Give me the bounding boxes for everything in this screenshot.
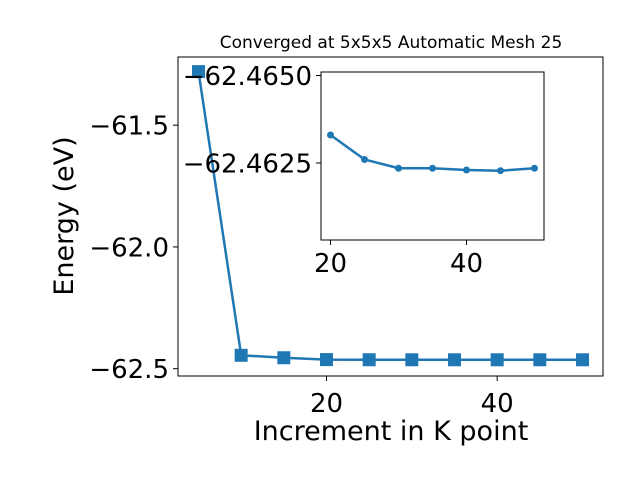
inset-data-point [462, 166, 470, 174]
inset-data-point [395, 164, 403, 172]
inset-y-tick-label: −62.4625 [183, 149, 312, 179]
inset-x-tick-label: 20 [314, 249, 347, 279]
main-data-point [234, 348, 248, 362]
main-data-point [490, 353, 504, 367]
inset-y-tick-label: −62.4650 [183, 62, 312, 92]
main-data-point [191, 65, 205, 79]
main-y-tick-label: −62.5 [89, 355, 169, 385]
main-data-point [362, 353, 376, 367]
inset-plot-axes: 20 40 −62.4650 −62.4625 [183, 62, 483, 279]
main-y-tick-label: −61.5 [89, 112, 169, 142]
chart-title: Converged at 5x5x5 Automatic Mesh 25 [220, 33, 563, 53]
main-plot-axes: 20 40 −61.5 −62.0 −62.5 [89, 112, 513, 419]
main-plot-marks [191, 65, 590, 367]
inset-data-point [361, 156, 369, 163]
inset-data-point [429, 164, 436, 172]
main-data-point [533, 353, 547, 367]
main-x-tick-label: 20 [310, 389, 343, 419]
main-data-point [277, 351, 291, 365]
main-data-point [319, 353, 333, 367]
inset-plot-frame [320, 71, 545, 241]
main-data-point [576, 353, 590, 367]
inset-data-point [530, 164, 538, 172]
main-data-point [405, 353, 419, 367]
inset-data-point [327, 131, 335, 139]
main-series-line [197, 71, 583, 362]
y-axis-label: Energy (eV) [49, 136, 80, 295]
x-axis-label: Increment in K point [254, 416, 529, 447]
inset-data-point [496, 167, 504, 175]
main-y-tick-label: −62.0 [89, 233, 169, 263]
inset-plot-background [321, 72, 544, 240]
inset-x-tick-label: 40 [450, 249, 483, 279]
main-x-tick-label: 40 [481, 389, 514, 419]
main-data-point [448, 353, 462, 367]
inset-plot-marks [327, 131, 538, 175]
main-plot-frame [177, 56, 604, 377]
